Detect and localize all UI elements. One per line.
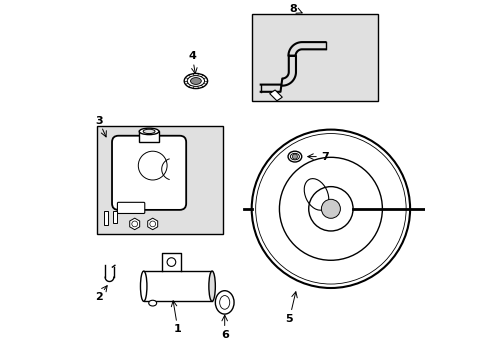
Text: 1: 1 [174,324,182,334]
Ellipse shape [143,129,155,134]
Ellipse shape [215,291,234,314]
Circle shape [292,154,297,159]
Bar [97,126,223,234]
Text: 4: 4 [188,51,196,61]
Ellipse shape [219,296,229,309]
Bar [139,131,159,142]
Ellipse shape [208,271,215,301]
Bar [113,211,117,223]
Polygon shape [147,218,157,230]
Ellipse shape [139,128,159,135]
Bar [251,14,377,101]
Ellipse shape [290,153,299,160]
Circle shape [308,186,352,231]
Bar [104,211,108,225]
Text: 8: 8 [288,4,296,14]
Ellipse shape [190,77,201,85]
Circle shape [321,199,340,218]
Circle shape [167,258,175,266]
Ellipse shape [140,271,146,301]
Ellipse shape [287,151,301,162]
Text: 3: 3 [95,116,102,126]
Ellipse shape [148,300,156,306]
FancyBboxPatch shape [117,202,144,213]
Ellipse shape [187,76,204,86]
Text: 6: 6 [220,330,228,340]
FancyBboxPatch shape [112,136,186,210]
Circle shape [251,130,409,288]
Polygon shape [269,90,282,101]
Polygon shape [129,218,140,230]
Ellipse shape [184,73,207,89]
Text: 2: 2 [95,292,102,302]
Text: 7: 7 [321,152,329,162]
Text: 5: 5 [285,314,293,324]
